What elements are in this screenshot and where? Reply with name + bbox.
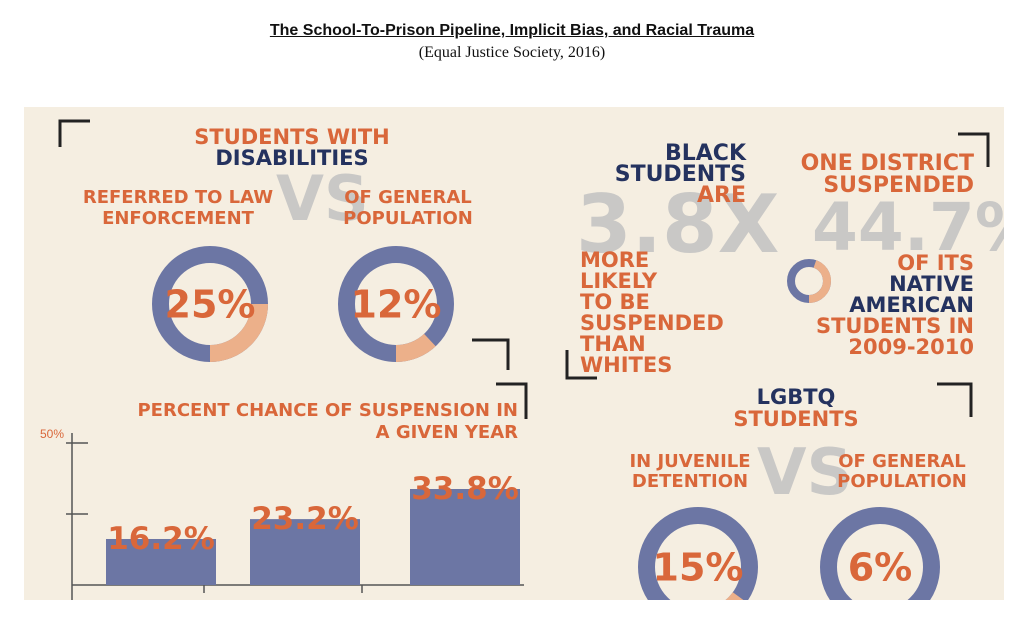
black-desc-line: WHITES	[580, 353, 672, 377]
native-big-value: 44.7%	[812, 189, 1004, 266]
bracket-native-top-right	[958, 132, 990, 167]
bracket-top-left	[58, 119, 90, 147]
disabilities-left-line1: REFERRED TO LAW	[83, 187, 273, 208]
black-desc-line: MORE	[580, 248, 649, 272]
native-desc-line: STUDENTS IN	[816, 314, 974, 338]
black-desc-line: THAN	[580, 332, 646, 356]
bar-value-label: 33.8%	[411, 471, 519, 507]
suspension-bar-chart: 16.2% 23.2% 33.8%	[66, 433, 524, 600]
bar	[250, 519, 360, 585]
lgbtq-heading-line1: LGBTQ	[757, 385, 836, 409]
suspension-title-line1: PERCENT CHANCE OF SUSPENSION IN	[137, 400, 518, 421]
native-desc: OF ITS NATIVE AMERICAN STUDENTS IN 2009-…	[816, 251, 974, 359]
black-line2: STUDENTS	[615, 162, 746, 187]
black-desc-line: SUSPENDED	[580, 311, 724, 335]
bracket-bar-top-right	[496, 382, 528, 419]
page-title: The School-To-Prison Pipeline, Implicit …	[269, 22, 755, 39]
donut-slice	[808, 260, 831, 303]
donut-lgbtq-general: 6%	[820, 507, 940, 600]
lgbtq-left-line1: IN JUVENILE	[629, 451, 750, 472]
y-axis-tick-label: 50%	[40, 427, 64, 441]
corner-brackets	[58, 119, 990, 419]
donut-value-label: 12%	[351, 283, 442, 327]
donut-native	[787, 259, 831, 303]
black-desc-line: TO BE	[580, 290, 650, 314]
bracket-mid-right	[472, 338, 510, 370]
donut-disabilities-law: 25%	[152, 246, 268, 362]
black-line1: BLACK	[665, 141, 747, 166]
black-desc-line: LIKELY	[580, 269, 658, 293]
donut-track	[638, 507, 758, 600]
bar	[106, 538, 216, 585]
native-desc-line: NATIVE	[889, 272, 974, 296]
black-big-value: 3.8X	[576, 178, 779, 271]
bar-value-label: 16.2%	[107, 521, 215, 557]
lgbtq-heading-line2: STUDENTS	[733, 407, 858, 431]
disabilities-left-line2: ENFORCEMENT	[102, 208, 255, 229]
donut-disabilities-general: 12%	[338, 246, 454, 362]
bracket-lgbtq-top-right	[937, 382, 973, 417]
native-line2: SUSPENDED	[823, 173, 974, 198]
infographic-svg: 3.8X 44.7% VS VS STUDENTS WITH DISABILIT…	[40, 119, 1004, 600]
bar	[410, 489, 520, 585]
bracket-black-bottom-left	[565, 350, 597, 380]
native-line1: ONE DISTRICT	[801, 151, 974, 176]
native-desc-line: OF ITS	[897, 251, 974, 275]
donut-lgbtq-detention: 15%	[638, 507, 758, 600]
black-line3: ARE	[697, 183, 746, 208]
disabilities-right-line1: OF GENERAL	[344, 187, 472, 208]
disabilities-heading-line1: STUDENTS WITH	[194, 125, 390, 149]
disabilities-right-line2: POPULATION	[343, 208, 473, 229]
donut-value-label: 25%	[165, 283, 256, 327]
lgbtq-right-line1: OF GENERAL	[838, 451, 966, 472]
donut-slice	[725, 591, 744, 600]
donut-track	[820, 507, 940, 600]
donut-slice	[209, 303, 268, 362]
black-desc: MORE LIKELY TO BE SUSPENDED THAN WHITES	[580, 248, 724, 377]
lgbtq-left-line2: DETENTION	[632, 471, 748, 492]
page-subtitle: (Equal Justice Society, 2016)	[418, 44, 606, 61]
infographic-panel: 3.8X 44.7% VS VS STUDENTS WITH DISABILIT…	[24, 107, 1004, 600]
donut-value-label: 6%	[848, 546, 913, 590]
disabilities-heading-line2: DISABILITIES	[215, 146, 368, 170]
donut-value-label: 15%	[653, 546, 744, 590]
lgbtq-right-line2: POPULATION	[837, 471, 967, 492]
bar-value-label: 23.2%	[251, 501, 359, 537]
disabilities-vs: VS	[276, 162, 369, 235]
lgbtq-vs: VS	[757, 436, 853, 510]
suspension-title-line2: A GIVEN YEAR	[376, 422, 518, 443]
native-desc-line: 2009-2010	[848, 335, 974, 359]
donut-slice	[395, 333, 436, 362]
native-desc-line: AMERICAN	[849, 293, 974, 317]
